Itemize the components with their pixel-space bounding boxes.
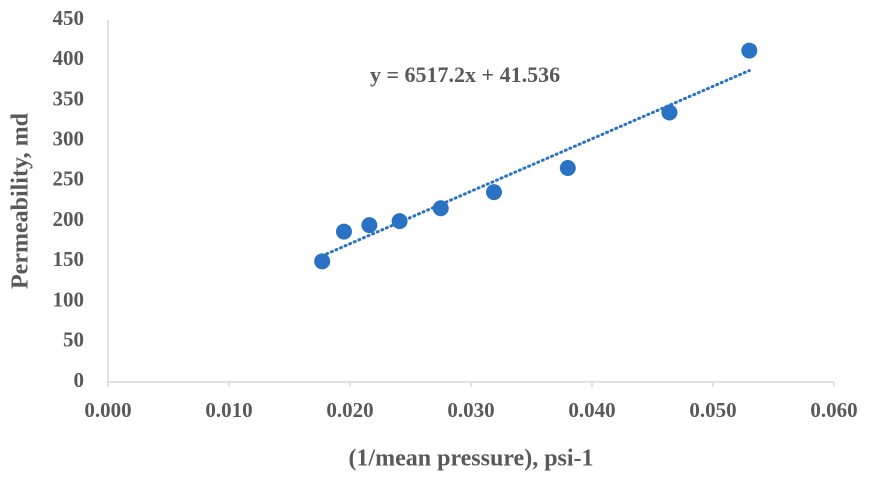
data-point bbox=[335, 223, 352, 240]
y-tick-label: 250 bbox=[53, 167, 85, 191]
x-tick-label: 0.020 bbox=[326, 398, 373, 422]
y-tick-label: 100 bbox=[53, 287, 85, 311]
data-point bbox=[485, 184, 502, 201]
y-tick-label: 350 bbox=[53, 86, 85, 110]
data-point bbox=[559, 160, 576, 177]
data-point bbox=[361, 217, 378, 234]
x-tick-label: 0.050 bbox=[689, 398, 736, 422]
data-point bbox=[314, 253, 331, 270]
data-point bbox=[661, 104, 678, 121]
y-tick-label: 450 bbox=[53, 6, 85, 30]
y-tick-label: 50 bbox=[63, 328, 84, 352]
data-point bbox=[432, 200, 449, 217]
y-tick-label: 200 bbox=[53, 207, 85, 231]
data-point bbox=[741, 42, 758, 59]
trendline-label: y = 6517.2x + 41.536 bbox=[370, 62, 560, 87]
data-point bbox=[391, 213, 408, 230]
x-tick-label: 0.000 bbox=[84, 398, 131, 422]
y-axis-title: Permeability, md bbox=[8, 112, 34, 289]
y-tick-label: 0 bbox=[74, 368, 85, 392]
x-axis-title: (1/mean pressure), psi-1 bbox=[348, 446, 593, 472]
x-tick-label: 0.010 bbox=[205, 398, 252, 422]
x-tick-label: 0.030 bbox=[447, 398, 494, 422]
y-tick-label: 300 bbox=[53, 126, 85, 150]
y-tick-label: 150 bbox=[53, 247, 85, 271]
y-tick-label: 400 bbox=[53, 46, 85, 70]
trendline bbox=[320, 69, 751, 258]
x-tick-label: 0.060 bbox=[810, 398, 857, 422]
x-tick-label: 0.040 bbox=[568, 398, 615, 422]
